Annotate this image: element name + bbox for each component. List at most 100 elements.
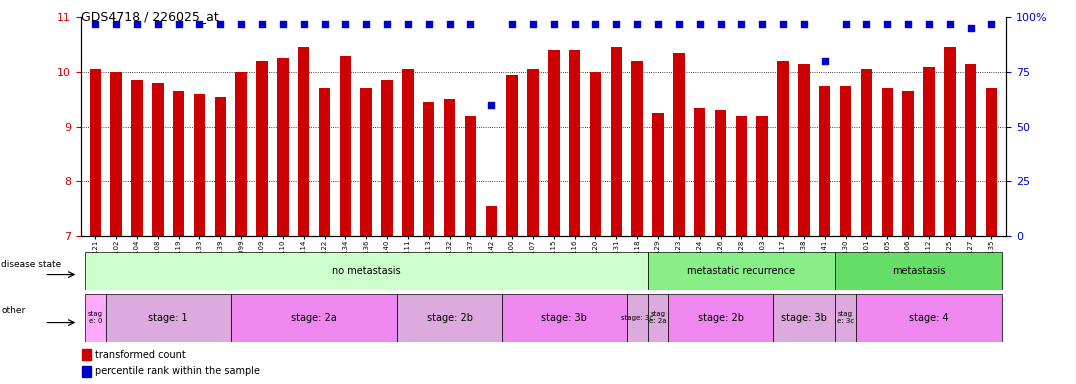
Point (795, 21, 812, 27)
Point (150, 21, 167, 27)
Bar (318, 88, 330, 236)
Point (712, 21, 730, 27)
Point (670, 21, 688, 27)
Bar (278, 58, 288, 236)
Bar (903, 91, 914, 236)
Text: metastasis: metastasis (892, 266, 945, 276)
Point (586, 21, 604, 27)
Text: stage: 1: stage: 1 (148, 313, 188, 323)
Point (920, 21, 937, 27)
Text: metastatic recurrence: metastatic recurrence (688, 266, 795, 276)
Point (504, 21, 521, 27)
Bar (381, 80, 393, 236)
Point (900, 21, 917, 27)
Bar (397, 294, 501, 342)
Bar (668, 294, 773, 342)
Point (546, 21, 563, 27)
Text: stag
e: 0: stag e: 0 (88, 311, 103, 324)
Text: stage: 3c: stage: 3c (621, 315, 653, 321)
Bar (82, 349, 91, 360)
Text: stage: 2b: stage: 2b (697, 313, 744, 323)
Bar (236, 72, 246, 236)
Point (87, 21, 104, 27)
Point (254, 21, 271, 27)
Bar (840, 86, 851, 236)
Bar (131, 80, 143, 236)
Bar (881, 88, 893, 236)
Text: stag
e: 3c: stag e: 3c (837, 311, 854, 324)
Bar (819, 86, 831, 236)
Text: no metastasis: no metastasis (331, 266, 400, 276)
Bar (527, 69, 539, 236)
Point (274, 21, 292, 27)
Point (483, 102, 500, 108)
Text: percentile rank within the sample: percentile rank within the sample (96, 366, 260, 376)
Point (650, 21, 667, 27)
Point (379, 21, 396, 27)
Point (566, 21, 583, 27)
Point (942, 21, 959, 27)
Bar (548, 50, 560, 236)
Text: transformed count: transformed count (96, 349, 186, 360)
Bar (214, 97, 226, 236)
Bar (923, 66, 935, 236)
Text: stag
e: 2a: stag e: 2a (649, 311, 667, 324)
Bar (569, 50, 580, 236)
Text: stage: 4: stage: 4 (909, 313, 949, 323)
Bar (632, 61, 642, 236)
Point (524, 21, 541, 27)
Bar (856, 294, 1002, 342)
Bar (798, 64, 809, 236)
Point (858, 21, 875, 27)
Text: GDS4718 / 226025_at: GDS4718 / 226025_at (81, 10, 218, 23)
Bar (105, 294, 230, 342)
Bar (82, 366, 91, 376)
Point (733, 21, 750, 27)
Bar (714, 110, 726, 236)
Point (753, 21, 770, 27)
Point (628, 21, 646, 27)
Point (190, 21, 208, 27)
Point (108, 21, 125, 27)
Bar (648, 252, 835, 290)
Point (316, 21, 334, 27)
Bar (298, 47, 310, 236)
Point (357, 21, 374, 27)
Text: disease state: disease state (1, 260, 61, 270)
Bar (402, 69, 413, 236)
Bar (861, 69, 873, 236)
Bar (444, 99, 455, 236)
Bar (507, 75, 518, 236)
Point (399, 21, 416, 27)
Bar (965, 64, 976, 236)
Bar (777, 61, 789, 236)
Bar (194, 94, 206, 236)
Point (982, 21, 1000, 27)
Bar (485, 206, 497, 236)
Point (816, 58, 833, 64)
Bar (173, 91, 184, 236)
Bar (835, 294, 856, 342)
Bar (89, 69, 101, 236)
Point (441, 21, 458, 27)
Text: stage: 2a: stage: 2a (292, 313, 337, 323)
Bar (256, 61, 268, 236)
Text: stage: 2b: stage: 2b (426, 313, 472, 323)
Bar (944, 47, 955, 236)
Bar (674, 53, 684, 236)
Bar (756, 116, 768, 236)
Point (879, 21, 896, 27)
Text: other: other (1, 306, 26, 315)
Point (462, 21, 479, 27)
Point (170, 21, 187, 27)
Bar (85, 294, 105, 342)
Point (691, 21, 708, 27)
Text: stage: 3b: stage: 3b (781, 313, 826, 323)
Bar (152, 83, 164, 236)
Text: stage: 3b: stage: 3b (541, 313, 587, 323)
Bar (986, 88, 997, 236)
Bar (610, 47, 622, 236)
Bar (423, 102, 435, 236)
Bar (111, 72, 122, 236)
Point (337, 21, 354, 27)
